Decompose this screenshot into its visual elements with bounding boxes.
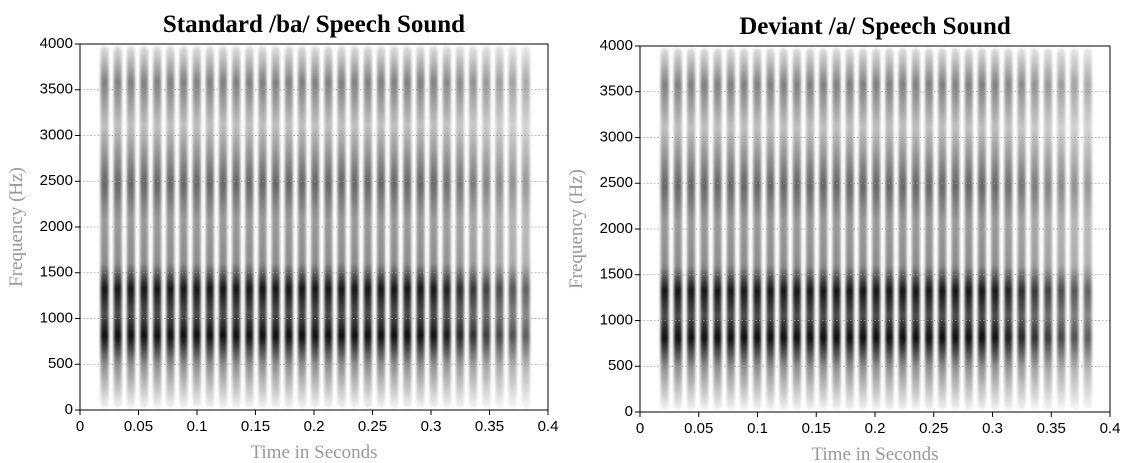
glottal-pulse	[508, 46, 517, 408]
x-tick-label: 0.2	[865, 420, 886, 437]
glottal-pulse	[455, 46, 464, 408]
y-tick-label: 3000	[40, 126, 73, 143]
glottal-pulse	[179, 46, 188, 408]
y-tick-label: 0	[625, 403, 633, 420]
chart-title: Deviant /a/ Speech Sound	[739, 13, 1011, 40]
y-tick-label: 4000	[40, 35, 73, 52]
glottal-pulse	[232, 46, 241, 408]
x-tick-label: 0.15	[241, 418, 270, 435]
glottal-pulse	[166, 46, 175, 408]
glottal-pulse	[1030, 48, 1039, 410]
x-tick-label: 0.05	[124, 418, 153, 435]
spectrogram-image	[660, 48, 1092, 410]
glottal-pulse	[113, 46, 122, 408]
glottal-pulse	[376, 46, 385, 408]
y-axis-label: Frequency (Hz)	[6, 167, 27, 287]
glottal-pulse	[726, 48, 735, 410]
glottal-pulse	[350, 46, 359, 408]
glottal-pulse	[403, 46, 412, 408]
y-tick-label: 500	[48, 355, 73, 372]
x-tick-label: 0.4	[1100, 420, 1121, 437]
y-tick-label: 0	[65, 401, 73, 418]
y-tick-label: 2500	[40, 172, 73, 189]
x-axis-label: Time in Seconds	[250, 442, 377, 463]
x-tick-label: 0.25	[919, 420, 948, 437]
glottal-pulse	[991, 48, 1000, 410]
glottal-pulse	[872, 48, 881, 410]
x-tick-label: 0.15	[802, 420, 831, 437]
glottal-pulse	[911, 48, 920, 410]
x-tick-label: 0.35	[475, 418, 504, 435]
glottal-pulse	[964, 48, 973, 410]
x-tick-label: 0	[636, 420, 644, 437]
x-tick-label: 0.1	[747, 420, 768, 437]
y-axis-label: Frequency (Hz)	[566, 169, 587, 289]
glottal-pulse	[324, 46, 333, 408]
glottal-pulse	[442, 46, 451, 408]
glottal-pulse	[495, 46, 504, 408]
y-tick-label: 4000	[600, 37, 633, 54]
y-tick-label: 1500	[40, 264, 73, 281]
x-tick-label: 0.25	[358, 418, 387, 435]
x-tick-label: 0.2	[304, 418, 325, 435]
x-tick-label: 0.35	[1037, 420, 1066, 437]
y-tick-label: 2500	[600, 174, 633, 191]
y-tick-label: 3500	[40, 81, 73, 98]
glottal-pulse	[858, 48, 867, 410]
y-tick-label: 2000	[600, 220, 633, 237]
glottal-pulse	[1044, 48, 1053, 410]
glottal-pulse	[792, 48, 801, 410]
glottal-pulse	[126, 46, 135, 408]
glottal-pulse	[925, 48, 934, 410]
y-tick-label: 1000	[600, 311, 633, 328]
y-tick-label: 3500	[600, 83, 633, 100]
x-tick-label: 0	[76, 418, 84, 435]
glottal-pulse	[753, 48, 762, 410]
x-tick-label: 0.3	[982, 420, 1003, 437]
chart-title: Standard /ba/ Speech Sound	[163, 11, 465, 38]
x-tick-label: 0.1	[187, 418, 208, 435]
glottal-pulse	[271, 46, 280, 408]
glottal-pulse	[219, 46, 228, 408]
glottal-pulse	[806, 48, 815, 410]
y-tick-label: 1000	[40, 309, 73, 326]
glottal-pulse	[284, 46, 293, 408]
glottal-pulse	[687, 48, 696, 410]
glottal-pulse	[739, 48, 748, 410]
glottal-pulse	[845, 48, 854, 410]
y-tick-label: 3000	[600, 128, 633, 145]
glottal-pulse	[1083, 48, 1092, 410]
x-tick-label: 0.3	[421, 418, 442, 435]
x-tick-label: 0.05	[684, 420, 713, 437]
x-tick-label: 0.4	[538, 418, 559, 435]
glottal-pulse	[977, 48, 986, 410]
y-tick-label: 500	[608, 357, 633, 374]
y-tick-label: 2000	[40, 218, 73, 235]
x-axis-label: Time in Seconds	[811, 444, 938, 463]
glottal-pulse	[337, 46, 346, 408]
glottal-pulse	[673, 48, 682, 410]
y-tick-label: 1500	[600, 266, 633, 283]
glottal-pulse	[390, 46, 399, 408]
glottal-pulse	[298, 46, 307, 408]
